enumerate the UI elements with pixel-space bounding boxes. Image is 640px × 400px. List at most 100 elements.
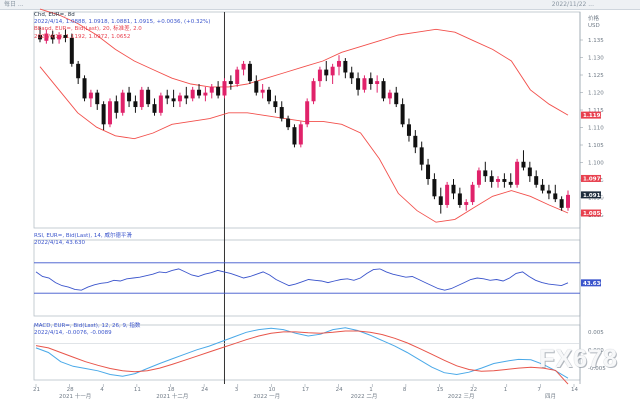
- window-titlebar: 每日 ... 2022/11/22 ...: [0, 0, 640, 10]
- candle-down: [413, 135, 418, 148]
- price-axis-label: 价格: [588, 14, 600, 22]
- date-tick-label: 18: [168, 387, 175, 393]
- candle-down: [273, 101, 278, 108]
- candle-down: [324, 69, 329, 76]
- candle-up: [177, 95, 182, 102]
- candle-up: [190, 89, 195, 99]
- window-title: 每日 ...: [4, 1, 24, 8]
- rsi-line: [35, 268, 569, 291]
- candle-down: [521, 161, 526, 168]
- date-tick-label: 10: [268, 387, 275, 393]
- candle-down: [76, 63, 81, 79]
- candle-up: [362, 78, 367, 90]
- date-tick-label: 21: [33, 387, 40, 393]
- month-label: 2022 二月: [351, 393, 378, 400]
- bollinger-upper-line: [39, 8, 569, 116]
- candle-down: [63, 35, 68, 38]
- price-tick-label: 1.090: [588, 196, 604, 202]
- price-tick-label: 1.130: [588, 56, 604, 62]
- month-label: 2021 十一月: [59, 392, 91, 400]
- candle-down: [95, 92, 100, 105]
- date-tick-label: 7: [537, 387, 541, 393]
- candle-down: [457, 193, 462, 205]
- candle-down: [559, 199, 564, 208]
- price-legend-values: 2022/4/14, 1.0888, 1.0918, 1.0881, 1.091…: [34, 19, 211, 26]
- candle-down: [381, 81, 386, 99]
- candle-up: [209, 86, 214, 93]
- candle-up: [120, 92, 125, 113]
- candle-down: [146, 89, 151, 105]
- candle-down: [553, 193, 558, 200]
- rsi-legend-values: 2022/4/14, 43.630: [34, 240, 85, 247]
- bollinger-lower-line: [39, 66, 569, 223]
- candle-up: [336, 60, 341, 67]
- date-tick-label: 1: [504, 387, 508, 393]
- candle-down: [38, 35, 42, 40]
- candle-up: [464, 202, 469, 205]
- price-marker-label: 1.0972: [583, 176, 604, 182]
- rsi-marker-box: [581, 279, 601, 287]
- candle-down: [368, 78, 373, 84]
- date-tick-label: 1: [369, 387, 373, 393]
- candle-up: [298, 124, 303, 145]
- candle-up: [305, 101, 310, 125]
- macd-tick-label: 0.005: [588, 330, 604, 336]
- candle-down: [114, 101, 119, 113]
- rsi-legend-title: RSI, EUR=, Bid(Last), 14, 威尔德平滑: [34, 233, 132, 239]
- month-label: 四月: [545, 393, 556, 400]
- macd-signal-line: [35, 330, 569, 385]
- candle-down: [197, 89, 202, 96]
- candle-up: [470, 184, 475, 203]
- month-label: 2022 一月: [253, 393, 280, 400]
- price-marker-box: [581, 111, 601, 119]
- candle-down: [152, 104, 157, 113]
- candle-up: [311, 81, 316, 102]
- candle-down: [267, 89, 272, 102]
- macd-legend-title: MACD, EUR=, Bid(Last), 12, 26, 9, 指数: [34, 323, 141, 329]
- price-tick-label: 1.110: [588, 126, 604, 132]
- candle-up: [44, 33, 49, 41]
- candle-down: [438, 196, 443, 205]
- date-tick-label: 4: [100, 387, 104, 393]
- macd-legend: MACD, EUR=, Bid(Last), 12, 26, 9, 指数 202…: [34, 323, 140, 337]
- date-tick-label: 17: [302, 387, 309, 393]
- price-tick-label: 1.100: [588, 161, 604, 167]
- candle-down: [50, 35, 55, 40]
- candle-down: [426, 164, 431, 180]
- candle-down: [527, 167, 532, 177]
- candle-down: [400, 104, 405, 125]
- candle-down: [419, 147, 424, 165]
- candle-up: [139, 89, 144, 108]
- candle-up: [88, 92, 93, 99]
- candle-down: [228, 81, 233, 84]
- candle-down: [171, 98, 176, 102]
- candle-down: [292, 127, 297, 145]
- candle-up: [330, 66, 335, 76]
- price-legend: Chd, EUR=, 8d 2022/4/14, 1.0888, 1.0918,…: [34, 12, 210, 41]
- date-tick-label: 24: [201, 387, 208, 393]
- month-label: 2021 十二月: [156, 392, 188, 400]
- window-status: 2022/11/22 ...: [551, 1, 594, 8]
- price-tick-label: 1.125: [588, 73, 604, 79]
- candle-up: [317, 69, 322, 82]
- candle-down: [101, 104, 106, 125]
- price-marker-box: [581, 174, 601, 182]
- candle-down: [489, 176, 494, 182]
- candle-down: [406, 124, 411, 136]
- candle-down: [279, 107, 284, 119]
- candle-down: [534, 176, 539, 185]
- date-tick-label: 22: [470, 387, 477, 393]
- candle-up: [566, 194, 570, 208]
- candle-down: [540, 184, 545, 191]
- macd-tick-label: -0.005: [588, 366, 606, 372]
- candle-up: [57, 35, 62, 40]
- candle-up: [375, 81, 380, 84]
- candle-down: [133, 101, 138, 108]
- date-tick-label: 3: [235, 387, 239, 393]
- price-tick-label: 1.115: [588, 108, 604, 114]
- candle-down: [286, 118, 291, 128]
- bollinger-legend-title: Bband, EUR=, Bid(Last), 20, 标准差, 2.0: [34, 26, 142, 33]
- macd-legend-values: 2022/4/14, -0.0076, -0.0089: [34, 330, 112, 337]
- candle-up: [496, 179, 501, 182]
